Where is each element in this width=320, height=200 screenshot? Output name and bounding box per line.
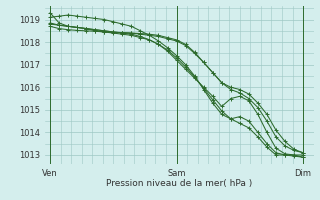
X-axis label: Pression niveau de la mer( hPa ): Pression niveau de la mer( hPa ) xyxy=(106,179,252,188)
